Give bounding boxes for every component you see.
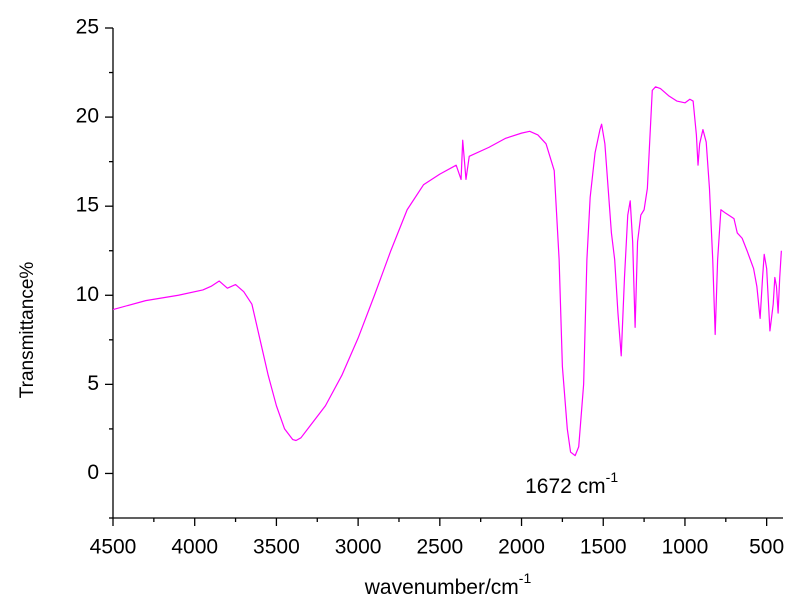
y-tick-label: 25 [76,16,99,39]
annotation-sup: -1 [606,469,619,485]
annotation: 1672 cm-1 [525,469,618,498]
x-tick-label: 1000 [662,536,709,559]
x-axis-label: wavenumber/cm-1 [364,570,532,599]
x-tick-label: 3500 [253,536,300,559]
x-tick-label: 2000 [498,536,545,559]
y-tick-label: 5 [87,372,99,395]
annotation-text: 1672 cm [525,475,606,498]
x-tick-label: 500 [749,536,784,559]
x-tick-label: 1500 [580,536,627,559]
y-tick-label: 0 [87,461,99,484]
y-tick-label: 15 [76,194,99,217]
x-tick-label: 4000 [171,536,218,559]
x-tick-label: 2500 [416,536,463,559]
y-axis-label: Transmittance% [17,262,38,399]
x-axis-label-sup: -1 [519,570,532,586]
y-tick-label: 20 [76,105,99,128]
spectrum-line [112,86,782,457]
y-tick-label: 10 [76,283,99,306]
x-tick-label: 3000 [335,536,382,559]
x-axis-label-text: wavenumber/cm [364,576,519,599]
x-tick-label: 4500 [90,536,137,559]
